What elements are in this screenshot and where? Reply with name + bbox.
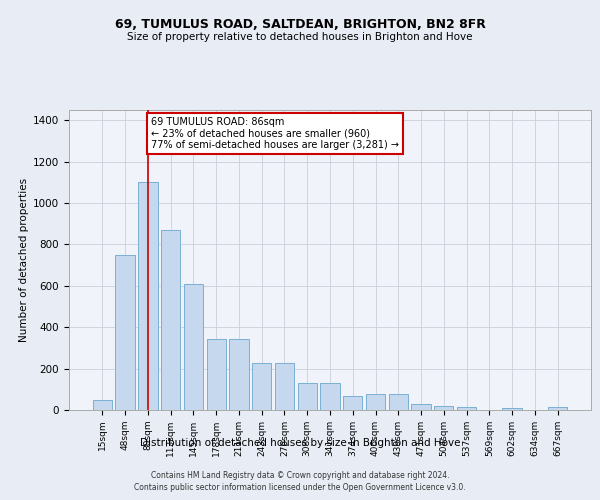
Text: 69, TUMULUS ROAD, SALTDEAN, BRIGHTON, BN2 8FR: 69, TUMULUS ROAD, SALTDEAN, BRIGHTON, BN… xyxy=(115,18,485,30)
Bar xyxy=(502,408,522,410)
Bar xyxy=(138,182,158,410)
Bar xyxy=(389,394,408,410)
Text: Distribution of detached houses by size in Brighton and Hove: Distribution of detached houses by size … xyxy=(140,438,460,448)
Bar xyxy=(366,394,385,410)
Y-axis label: Number of detached properties: Number of detached properties xyxy=(19,178,29,342)
Text: Contains public sector information licensed under the Open Government Licence v3: Contains public sector information licen… xyxy=(134,483,466,492)
Bar xyxy=(298,383,317,410)
Bar xyxy=(275,364,294,410)
Bar xyxy=(229,338,248,410)
Text: Contains HM Land Registry data © Crown copyright and database right 2024.: Contains HM Land Registry data © Crown c… xyxy=(151,472,449,480)
Bar xyxy=(320,383,340,410)
Bar xyxy=(161,230,181,410)
Bar xyxy=(184,284,203,410)
Text: 69 TUMULUS ROAD: 86sqm
← 23% of detached houses are smaller (960)
77% of semi-de: 69 TUMULUS ROAD: 86sqm ← 23% of detached… xyxy=(151,117,400,150)
Bar xyxy=(206,338,226,410)
Bar xyxy=(434,406,454,410)
Bar xyxy=(93,400,112,410)
Text: Size of property relative to detached houses in Brighton and Hove: Size of property relative to detached ho… xyxy=(127,32,473,42)
Bar xyxy=(548,407,567,410)
Bar xyxy=(343,396,362,410)
Bar xyxy=(457,407,476,410)
Bar xyxy=(412,404,431,410)
Bar xyxy=(115,255,135,410)
Bar xyxy=(252,364,271,410)
